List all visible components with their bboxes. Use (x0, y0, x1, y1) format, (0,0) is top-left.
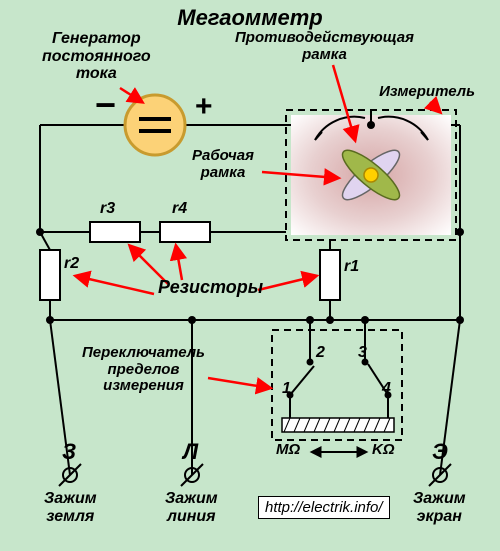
term-e-label: Зажимэкран (413, 490, 466, 525)
sw4-label: 4 (382, 380, 391, 398)
sw3-label: 3 (358, 344, 367, 362)
generator-label: Генератор постоянного тока (42, 30, 151, 83)
term-l-label: Зажимлиния (165, 490, 218, 525)
title: Мегаомметр (0, 6, 500, 30)
sw1-label: 1 (282, 380, 291, 398)
plus-sign: + (195, 90, 213, 123)
opposing-label: Противодействующая рамка (235, 30, 414, 63)
term-z-label: Зажимземля (44, 490, 97, 525)
mohm-label: MΩ (276, 442, 300, 459)
resistors-label: Резисторы (158, 278, 263, 298)
r2-label: r2 (64, 255, 79, 273)
meter-label: Измеритель (379, 84, 475, 101)
kohm-label: KΩ (372, 442, 395, 459)
e-letter: Э (432, 440, 448, 464)
switch-label: Переключатель пределов измерения (82, 345, 205, 395)
r3-label: r3 (100, 200, 115, 218)
r1-label: r1 (344, 258, 359, 276)
z-letter: З (62, 440, 76, 464)
r4-label: r4 (172, 200, 187, 218)
working-label: Рабочая рамка (192, 148, 254, 181)
url-box: http://electrik.info/ (258, 496, 390, 519)
sw2-label: 2 (316, 344, 325, 362)
minus-sign: − (95, 85, 116, 125)
l-letter: Л (183, 440, 198, 464)
